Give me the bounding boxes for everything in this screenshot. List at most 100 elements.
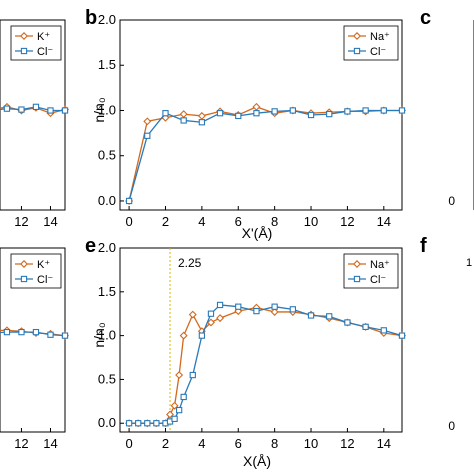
panel-b-ytick-label: 2.0	[98, 12, 116, 27]
panel-d-legend-label-1: Cl⁻	[37, 274, 53, 286]
panel-b-series-0	[125, 102, 406, 205]
panel-e-xlabel: X(Å)	[243, 453, 271, 469]
panel-e-series-1-point	[135, 420, 142, 427]
panel-e-legend-box	[343, 253, 399, 289]
panel-b-series-1-point	[162, 110, 169, 117]
panel-letter-b: b	[85, 7, 97, 29]
panel-b-frame	[119, 19, 403, 211]
panel-b-legend-label-0: Na⁺	[370, 31, 390, 43]
panel-e-series-0-point	[270, 307, 279, 316]
panel-b-xtick-label: 6	[235, 214, 242, 229]
panel-d-series-1	[0, 328, 69, 339]
panel-d-series-1-point	[18, 328, 25, 336]
panel-d-legend-marker-0	[20, 260, 28, 268]
panel-b-xtick-label: 14	[377, 214, 391, 229]
panel-b-series-1-point	[216, 110, 224, 117]
panel-b-ytick-label: 1.0	[98, 102, 116, 117]
panel-b-xtick-label: 2	[162, 214, 169, 229]
static-layer: b c e f n/n₀ X'(Å) n/n₀ X(Å) 2.25 0 0 1	[85, 7, 474, 469]
panel-e-legend-label-1: Cl⁻	[370, 274, 386, 286]
panel-b-legend-marker-0	[353, 32, 361, 40]
panel-b-ytick-label: 0.5	[98, 148, 116, 163]
panel-e-series-0-point	[188, 310, 197, 319]
panel-d-series-1-point	[32, 328, 40, 336]
panel-e-series-1-point	[271, 303, 278, 310]
panel-b-series-1-point	[326, 110, 333, 118]
panel-e-series-1-point	[125, 420, 133, 427]
panel-b-series-1-point	[289, 107, 296, 114]
panel-b-series-1-point	[307, 111, 315, 119]
panel-b-ytick-label: 1.5	[98, 57, 116, 72]
panel-b-series-1-point	[144, 132, 151, 139]
panel-b-series-1-point	[180, 117, 187, 124]
panel-e-ytick-label: 0.0	[98, 415, 116, 430]
panel-e-series-1-point	[362, 323, 369, 331]
panel-b-series-1-point	[125, 197, 133, 205]
panel-e-ytick-label: 1.0	[98, 328, 116, 343]
panel-e-legend-label-0: Na⁺	[370, 259, 390, 271]
panel-e-xtick-label: 12	[340, 436, 354, 451]
panel-e-series-1-point	[189, 371, 196, 379]
panel-a-legend-marker-0	[20, 32, 28, 40]
panel-b-series-1	[125, 107, 406, 205]
panel-a-legend-label-0: K⁺	[37, 31, 50, 43]
panel-e-series-0-point	[206, 318, 215, 327]
panel-b-ylabel: n/n₀	[91, 97, 107, 122]
panel-e-series-1	[125, 301, 406, 427]
panel-e-xtick-label: 8	[271, 436, 278, 451]
panel-e-series-0-point	[179, 331, 188, 340]
panel-e-legend: Na⁺ Cl⁻	[343, 253, 399, 289]
panel-letter-e: e	[85, 235, 96, 257]
panel-e-series-1-point	[344, 319, 351, 326]
panel-b-series-1-line	[128, 109, 402, 202]
panel-a-series-1-point	[61, 107, 69, 114]
panel-d-legend-marker-1	[20, 275, 28, 283]
panel-a-series-1-point	[18, 106, 25, 113]
panel-a-legend-box	[10, 25, 62, 61]
panel-e-series-1-point	[171, 415, 178, 423]
panel-a-legend-label-1: Cl⁻	[37, 46, 53, 58]
panel-e-series-1-point	[153, 420, 160, 427]
panel-a-legend: K⁺ Cl⁻	[10, 25, 62, 61]
panel-e-legend-marker-1	[353, 275, 361, 283]
panel-b-series-1-point	[235, 112, 242, 120]
panel-b-series-0-point	[197, 111, 206, 120]
panel-a-xtick-label: 12	[14, 214, 28, 229]
panel-b-xtick-label: 8	[271, 214, 278, 229]
panel-d-legend-label-0: K⁺	[37, 259, 50, 271]
panel-e-series-0	[125, 303, 406, 428]
panel-e-xtick-label: 14	[377, 436, 391, 451]
vline-annotation: 2.25	[178, 256, 202, 270]
panel-b-xtick-label: 10	[304, 214, 318, 229]
panel-b-ytick-label: 0.0	[98, 193, 116, 208]
panel-e-ytick-label: 2.0	[98, 240, 116, 255]
panel-b-xtick-label: 4	[198, 214, 205, 229]
panel-b-series-1-point	[344, 108, 351, 115]
panel-d-legend-box	[10, 253, 62, 289]
panel-e-series-1-point	[207, 310, 215, 317]
panel-e-series-1-point	[180, 393, 187, 401]
panel-e-series-0-point	[175, 371, 184, 380]
panel-b-legend-box	[343, 25, 399, 61]
panel-d-frame	[0, 247, 66, 433]
axes-layer: 0 2 4 6 8 10 12 14 0.0 0.5 1.0 1.5 2.0 0 2 4 6 8 10 12 14 0.0…	[0, 12, 403, 451]
panel-a-series-1-point	[47, 107, 54, 114]
panel-a-xtick-label: 14	[43, 214, 57, 229]
panel-b-xtick-label: 12	[340, 214, 354, 229]
panel-a-frame	[0, 19, 66, 211]
panel-b-xlabel: X'(Å)	[242, 225, 273, 241]
panel-e-series-1-point	[326, 313, 333, 320]
panel-d-xtick-label: 14	[43, 436, 57, 451]
panel-e-series-0-point	[216, 314, 225, 323]
panel-d-series-1-point	[47, 331, 54, 338]
panel-e-xtick-label: 2	[162, 436, 169, 451]
panel-e-ytick-label: 1.5	[98, 284, 116, 299]
panel-e-series-1-point	[380, 327, 387, 334]
panel-c-ytick-0: 0	[448, 194, 455, 208]
panel-e-series-1-point	[289, 306, 296, 313]
panel-e-legend-marker-0	[353, 260, 361, 268]
panel-d-legend: K⁺ Cl⁻	[10, 253, 62, 289]
panel-e-xtick-label: 10	[304, 436, 318, 451]
panel-b-series-0-point	[252, 102, 261, 111]
